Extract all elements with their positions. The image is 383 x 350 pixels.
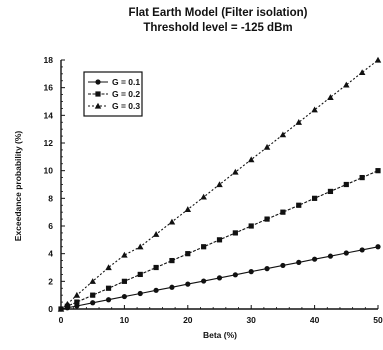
data-point-series-1	[280, 262, 286, 269]
data-point-series-3	[216, 181, 223, 188]
data-point-series-1	[169, 284, 175, 290]
x-tick-label: 10	[120, 315, 130, 325]
data-point-series-2	[312, 195, 318, 201]
data-point-series-2	[105, 285, 112, 291]
data-point-series-2	[327, 188, 334, 195]
data-point-series-1	[90, 300, 96, 306]
series-line-3	[60, 59, 379, 310]
data-point-series-3	[105, 264, 112, 271]
data-point-series-3	[152, 231, 160, 237]
plot-area: 0 10 20 30 40 50 0 2 4 6 8 10 12 14 16 18 G = 0.1 G = 0.2…	[44, 55, 383, 325]
data-point-series-1	[137, 290, 143, 297]
data-point-series-2	[280, 209, 286, 215]
data-point-series-3	[327, 94, 334, 100]
chart-title: Flat Earth Model (Filter isolation)	[129, 7, 308, 19]
data-point-series-1	[343, 250, 349, 256]
data-point-series-3	[64, 300, 71, 307]
data-point-series-1	[185, 281, 191, 287]
data-point-series-2	[137, 271, 143, 278]
data-point-series-2	[232, 230, 238, 236]
y-tick-label: 10	[44, 166, 54, 176]
y-tick-label: 8	[48, 193, 53, 203]
x-tick-label: 50	[373, 315, 383, 325]
data-point-series-3	[57, 305, 65, 312]
x-tick-label: 30	[246, 315, 256, 325]
data-point-series-2	[90, 292, 96, 298]
data-point-series-3	[343, 81, 350, 88]
data-point-series-2	[185, 251, 191, 257]
data-point-series-2	[201, 244, 207, 250]
data-point-series-1	[264, 266, 270, 272]
data-point-series-1	[296, 259, 302, 265]
data-point-series-2	[248, 223, 254, 229]
x-axis-label: Beta (%)	[203, 330, 237, 340]
y-tick-label: 4	[48, 249, 53, 259]
data-point-series-3	[184, 206, 192, 212]
data-point-series-3	[168, 218, 176, 225]
data-point-series-1	[327, 253, 334, 259]
data-point-series-3	[374, 56, 382, 63]
y-axis-label: Exceedance probability (%)	[13, 131, 23, 242]
data-point-series-2	[359, 174, 365, 181]
data-point-series-3	[279, 131, 287, 138]
data-point-series-3	[232, 168, 239, 175]
x-tick-label: 40	[310, 315, 320, 325]
y-tick-label: 0	[48, 304, 53, 314]
series-line-2	[60, 170, 379, 310]
legend-label-1: G = 0.1	[112, 77, 140, 87]
legend-marker-2	[95, 91, 101, 97]
data-point-series-3	[247, 156, 255, 163]
data-point-series-2	[216, 237, 223, 243]
data-point-series-3	[200, 193, 207, 200]
data-point-series-1	[216, 275, 223, 281]
legend-label-3: G = 0.3	[112, 101, 140, 111]
data-point-series-3	[263, 143, 271, 150]
data-point-series-1	[153, 287, 159, 293]
data-point-series-3	[311, 106, 318, 113]
y-tick-label: 14	[44, 110, 54, 120]
data-point-series-2	[169, 257, 175, 264]
data-point-series-2	[375, 168, 381, 174]
data-point-series-3	[121, 251, 128, 258]
x-tick-label: 0	[59, 315, 64, 325]
data-point-series-3	[137, 243, 144, 250]
data-point-series-1	[248, 269, 254, 275]
data-point-series-2	[343, 181, 349, 188]
y-tick-label: 16	[44, 83, 54, 93]
data-point-series-3	[73, 291, 81, 298]
data-point-series-2	[121, 278, 127, 284]
data-point-series-2	[264, 216, 270, 222]
data-point-series-3	[89, 278, 96, 284]
y-tick-label: 2	[48, 276, 53, 286]
data-point-series-2	[74, 299, 80, 305]
data-point-series-2	[153, 264, 159, 271]
x-tick-label: 20	[183, 315, 193, 325]
data-point-series-1	[312, 256, 318, 262]
data-point-series-3	[295, 119, 302, 125]
data-point-series-1	[359, 247, 365, 253]
data-point-series-1	[105, 297, 112, 303]
y-tick-label: 6	[48, 221, 53, 231]
data-point-series-2	[296, 202, 302, 208]
data-point-series-1	[121, 293, 127, 300]
y-tick-label: 12	[44, 138, 54, 148]
legend-label-2: G = 0.2	[112, 89, 140, 99]
data-point-series-1	[232, 272, 238, 278]
chart-subtitle: Threshold level = -125 dBm	[143, 22, 292, 34]
series-line-1	[60, 246, 379, 310]
legend-marker-3	[94, 102, 102, 109]
data-point-series-3	[358, 69, 366, 76]
legend-marker-1	[95, 79, 101, 85]
data-point-series-1	[201, 278, 207, 284]
data-point-series-1	[375, 244, 381, 250]
y-tick-label: 18	[44, 55, 54, 65]
